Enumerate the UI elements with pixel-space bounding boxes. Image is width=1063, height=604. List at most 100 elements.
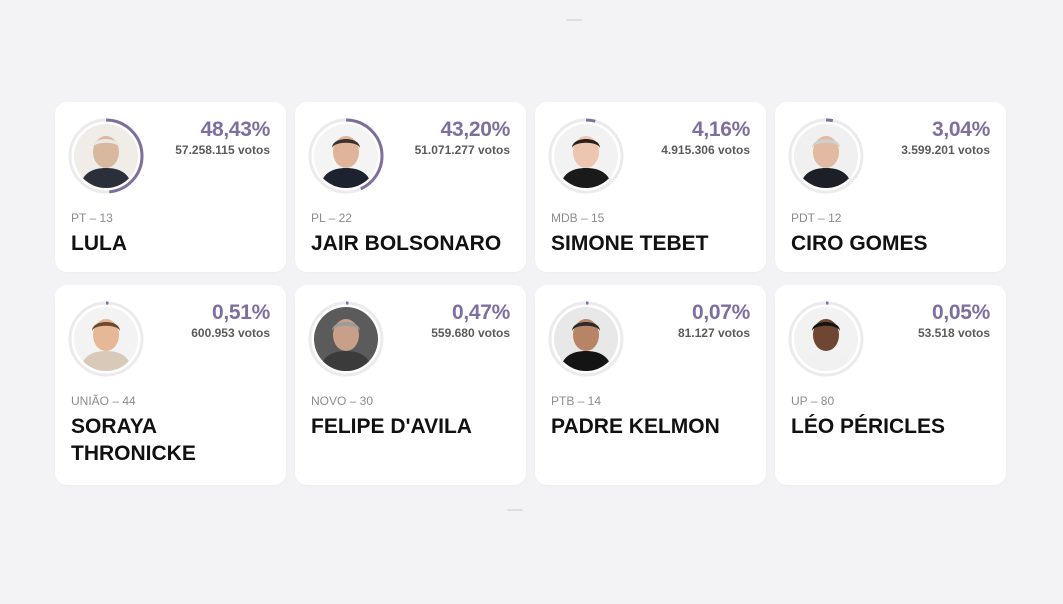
party-number: MDB – 15 <box>551 211 605 225</box>
photo-face <box>93 136 119 168</box>
portrait-icon <box>554 307 618 371</box>
ring-progress <box>68 118 144 194</box>
candidate-photo <box>554 307 618 371</box>
vote-percentage: 43,20% <box>440 118 511 141</box>
photo-hair <box>812 139 840 148</box>
candidate-photo <box>794 307 858 371</box>
vote-count: 559.680 votos <box>431 326 510 340</box>
vote-count: 3.599.201 votos <box>901 143 990 157</box>
vote-count: 81.127 votos <box>678 326 750 340</box>
photo-shoulders <box>560 168 612 188</box>
photo-face <box>573 136 599 168</box>
portrait-icon <box>314 307 378 371</box>
candidate-avatar <box>547 117 625 195</box>
candidate-card[interactable]: 4,16% 4.915.306 votos MDB – 15 SIMONE TE… <box>535 102 766 272</box>
vote-count-value: 81.127 <box>677 326 715 340</box>
portrait-icon <box>794 307 858 371</box>
portrait-icon <box>794 124 858 188</box>
party-number: PT – 13 <box>71 211 113 225</box>
photo-face <box>333 136 359 168</box>
vote-count: 57.258.115 votos <box>175 143 270 157</box>
vote-count-value: 3.599.201 <box>901 143 955 157</box>
photo-hair <box>572 139 600 148</box>
vote-count-label: votos <box>477 326 510 340</box>
vote-count-label: votos <box>717 326 750 340</box>
candidates-grid: 48,43% 57.258.115 votos PT – 13 LULA 43,… <box>55 102 1006 485</box>
ring-progress <box>788 118 864 194</box>
photo-face <box>813 319 839 351</box>
candidate-photo <box>314 124 378 188</box>
vote-count-value: 559.680 <box>431 326 475 340</box>
photo-hair <box>332 322 360 331</box>
candidate-avatar <box>307 117 385 195</box>
bottom-divider <box>507 509 523 511</box>
vote-count-label: votos <box>477 143 510 157</box>
candidate-card[interactable]: 0,07% 81.127 votos PTB – 14 PADRE KELMON <box>535 285 766 485</box>
vote-count: 600.953 votos <box>191 326 270 340</box>
party-number: PDT – 12 <box>791 211 842 225</box>
vote-percentage: 48,43% <box>200 118 271 141</box>
vote-count-label: votos <box>237 143 270 157</box>
vote-percentage: 0,07% <box>691 301 750 324</box>
vote-share-ring <box>788 118 864 194</box>
party-number: PTB – 14 <box>551 394 602 408</box>
vote-count-value: 600.953 <box>191 326 235 340</box>
portrait-icon <box>314 124 378 188</box>
candidate-avatar <box>547 300 625 378</box>
candidate-avatar <box>787 300 865 378</box>
candidate-card[interactable]: 0,05% 53.518 votos UP – 80 LÉO PÉRICLES <box>775 285 1006 485</box>
photo-shoulders <box>80 351 132 371</box>
vote-percentage: 4,16% <box>691 118 750 141</box>
vote-percentage: 0,05% <box>931 301 990 324</box>
candidate-name: LÉO PÉRICLES <box>791 415 946 438</box>
photo-shoulders <box>320 168 372 188</box>
vote-count-value: 4.915.306 <box>661 143 715 157</box>
candidate-photo <box>74 307 138 371</box>
vote-share-ring <box>548 301 624 377</box>
ring-progress <box>68 301 144 377</box>
candidate-avatar <box>307 300 385 378</box>
candidate-photo <box>314 307 378 371</box>
portrait-icon <box>74 124 138 188</box>
photo-face <box>93 319 119 351</box>
candidate-name: LULA <box>71 232 127 255</box>
vote-count-value: 57.258.115 <box>175 143 235 157</box>
ring-progress <box>548 301 624 377</box>
candidate-card[interactable]: 43,20% 51.071.277 votos PL – 22 JAIR BOL… <box>295 102 526 272</box>
portrait-icon <box>74 307 138 371</box>
candidate-name: FELIPE D'AVILA <box>311 415 472 438</box>
photo-hair <box>332 139 360 148</box>
candidate-avatar <box>67 300 145 378</box>
candidate-card[interactable]: 48,43% 57.258.115 votos PT – 13 LULA <box>55 102 286 272</box>
photo-shoulders <box>800 168 852 188</box>
vote-count: 53.518 votos <box>918 326 990 340</box>
candidate-card[interactable]: 0,51% 600.953 votos UNIÃO – 44 SORAYA TH… <box>55 285 286 485</box>
ring-progress <box>788 301 864 377</box>
candidate-name: PADRE KELMON <box>551 415 720 438</box>
candidate-photo <box>74 124 138 188</box>
candidate-card[interactable]: 0,47% 559.680 votos NOVO – 30 FELIPE D'A… <box>295 285 526 485</box>
photo-hair <box>812 322 840 331</box>
party-number: UP – 80 <box>791 394 835 408</box>
vote-share-ring <box>68 118 144 194</box>
vote-count-label: votos <box>957 143 990 157</box>
photo-face <box>813 136 839 168</box>
photo-face <box>333 319 359 351</box>
vote-count-label: votos <box>957 326 990 340</box>
photo-face <box>573 319 599 351</box>
ring-progress <box>308 118 384 194</box>
party-number: NOVO – 30 <box>311 394 374 408</box>
vote-percentage: 3,04% <box>931 118 990 141</box>
party-number: PL – 22 <box>311 211 352 225</box>
vote-share-ring <box>308 118 384 194</box>
photo-shoulders <box>320 351 372 371</box>
candidate-card[interactable]: 3,04% 3.599.201 votos PDT – 12 CIRO GOME… <box>775 102 1006 272</box>
candidate-photo <box>554 124 618 188</box>
vote-count: 51.071.277 votos <box>415 143 510 157</box>
vote-count-value: 53.518 <box>917 326 955 340</box>
photo-hair <box>92 139 120 148</box>
party-number: UNIÃO – 44 <box>71 394 136 408</box>
candidate-name: CIRO GOMES <box>791 232 928 255</box>
candidate-name: SIMONE TEBET <box>551 232 709 255</box>
ring-progress <box>548 118 624 194</box>
